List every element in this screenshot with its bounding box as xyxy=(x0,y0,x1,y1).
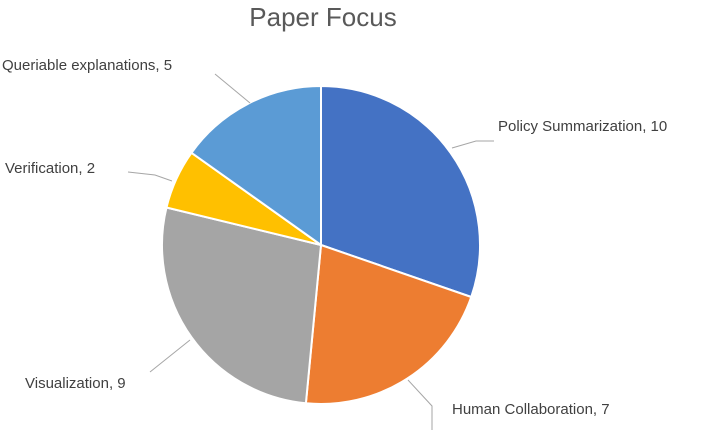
data-label-visualization: Visualization, 9 xyxy=(25,375,126,392)
pie-slice-human-collaboration xyxy=(304,244,473,405)
data-label-policy-summarization: Policy Summarization, 10 xyxy=(498,118,667,135)
chart-title: Paper Focus xyxy=(249,2,397,32)
pie-slices xyxy=(161,85,482,405)
data-label-queriable-explanations: Queriable explanations, 5 xyxy=(2,57,172,74)
leader-line-verification xyxy=(127,171,173,182)
data-label-verification: Verification, 2 xyxy=(5,160,95,177)
pie-slice-policy-summarization xyxy=(320,85,482,298)
leader-line-visualization xyxy=(149,339,191,373)
pie-slice-queriable-explanations xyxy=(190,85,322,246)
slice-labels: Policy Summarization, 10 Human Collaborat… xyxy=(2,57,667,418)
leader-line-policy-summarization xyxy=(451,140,494,149)
leader-line-human-collaboration xyxy=(407,379,433,430)
leader-lines xyxy=(127,73,494,430)
leader-line-queriable-explanations xyxy=(214,73,251,104)
pie-slice-visualization xyxy=(161,206,322,405)
data-label-human-collaboration: Human Collaboration, 7 xyxy=(452,401,610,418)
